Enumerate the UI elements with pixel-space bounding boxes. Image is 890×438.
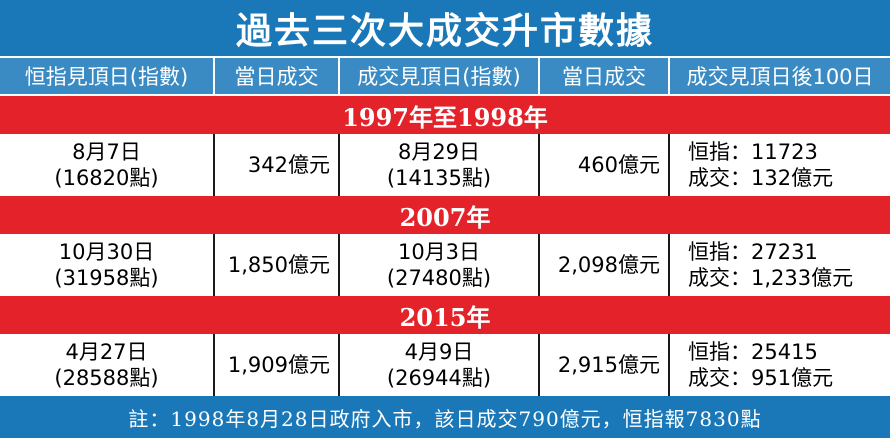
after-hsi: 恒指：27231 [688, 240, 818, 264]
turnover-peak-index: (26944點) [386, 366, 492, 390]
footnote: 註：1998年8月28日政府入市，該日成交790億元，恒指報7830點 [0, 396, 890, 438]
turnover-peak-turnover: 2,098億元 [557, 253, 660, 277]
table-row-2007: 10月30日 (31958點) 1,850億元 10月3日 (27480點) 2… [0, 234, 890, 296]
hsi-peak-index: (31958點) [54, 266, 159, 290]
section-header-1997: 1997年至1998年 [0, 96, 890, 134]
after-turnover: 成交：1,233億元 [688, 266, 854, 290]
after-100-days-cell: 恒指：27231 成交：1,233億元 [670, 234, 890, 296]
turnover-peak-turnover: 2,915億元 [557, 353, 660, 377]
turnover-peak-cell: 4月9日 (26944點) [340, 334, 540, 396]
header-turnover-2: 當日成交 [540, 58, 670, 94]
table-row-1997: 8月7日 (16820點) 342億元 8月29日 (14135點) 460億元… [0, 134, 890, 196]
turnover-peak-index: (27480點) [386, 266, 492, 290]
hsi-peak-turnover-cell: 342億元 [215, 134, 340, 196]
turnover-peak-turnover: 460億元 [577, 153, 660, 177]
after-turnover: 成交：132億元 [688, 166, 834, 190]
hsi-peak-cell: 10月30日 (31958點) [0, 234, 215, 296]
after-100-days-cell: 恒指：11723 成交：132億元 [670, 134, 890, 196]
table-title: 過去三次大成交升市數據 [0, 0, 890, 56]
hsi-peak-cell: 4月27日 (28588點) [0, 334, 215, 396]
header-hsi-peak: 恒指見頂日(指數) [0, 58, 215, 94]
hsi-peak-turnover: 1,850億元 [227, 253, 330, 277]
after-hsi: 恒指：11723 [688, 140, 818, 164]
after-100-days-cell: 恒指：25415 成交：951億元 [670, 334, 890, 396]
turnover-peak-turnover-cell: 460億元 [540, 134, 670, 196]
turnover-peak-turnover-cell: 2,915億元 [540, 334, 670, 396]
turnover-peak-date: 10月3日 [397, 240, 481, 264]
turnover-peak-cell: 10月3日 (27480點) [340, 234, 540, 296]
hsi-peak-index: (28588點) [54, 366, 159, 390]
hsi-peak-cell: 8月7日 (16820點) [0, 134, 215, 196]
turnover-peak-index: (14135點) [386, 166, 492, 190]
header-after-100-days: 成交見頂日後100日 [686, 65, 874, 89]
section-header-2007: 2007年 [0, 196, 890, 234]
hsi-peak-turnover: 1,909億元 [227, 353, 330, 377]
hsi-peak-date: 4月27日 [65, 340, 148, 364]
hsi-peak-turnover: 342億元 [247, 153, 330, 177]
hsi-peak-date: 8月7日 [72, 140, 141, 164]
hsi-peak-turnover-cell: 1,909億元 [215, 334, 340, 396]
after-turnover: 成交：951億元 [688, 366, 834, 390]
turnover-peak-date: 4月9日 [404, 340, 474, 364]
turnover-peak-cell: 8月29日 (14135點) [340, 134, 540, 196]
turnover-peak-date: 8月29日 [397, 140, 481, 164]
header-row: 恒指見頂日(指數) 當日成交 成交見頂日(指數) 當日成交 成交見頂日後100日 [0, 58, 890, 94]
after-hsi: 恒指：25415 [688, 340, 818, 364]
table-row-2015: 4月27日 (28588點) 1,909億元 4月9日 (26944點) 2,9… [0, 334, 890, 396]
header-turnover-1: 當日成交 [215, 58, 340, 94]
section-header-2015: 2015年 [0, 296, 890, 334]
turnover-peak-turnover-cell: 2,098億元 [540, 234, 670, 296]
header-turnover-peak: 成交見頂日(指數) [340, 58, 540, 94]
hsi-peak-date: 10月30日 [58, 240, 155, 264]
hsi-peak-index: (16820點) [54, 166, 159, 190]
hsi-peak-turnover-cell: 1,850億元 [215, 234, 340, 296]
